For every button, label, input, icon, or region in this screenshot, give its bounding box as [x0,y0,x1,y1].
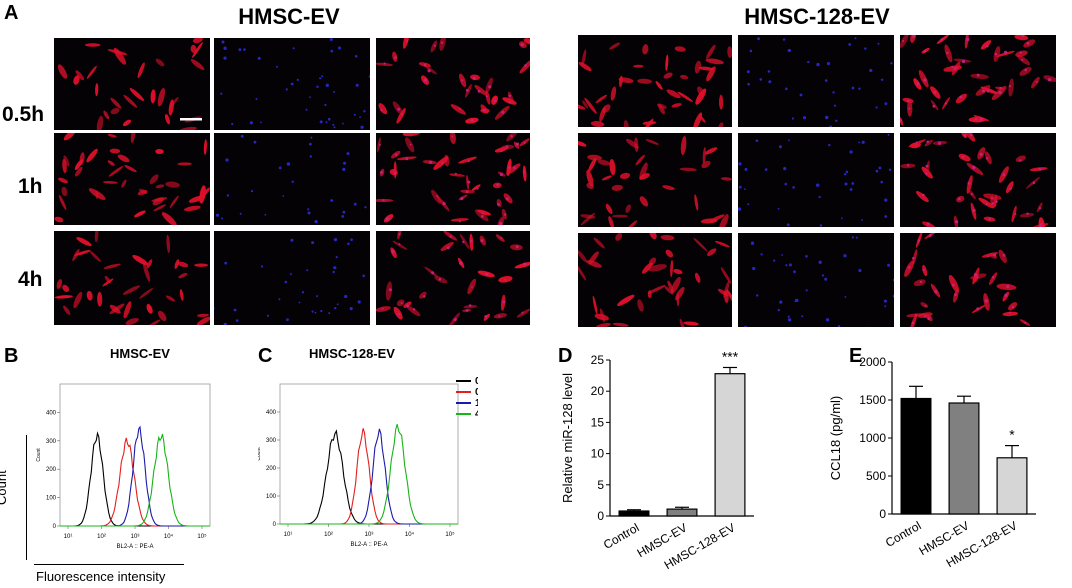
x-tick-label: 10³ [365,532,374,538]
y-tick-label: 400 [266,410,277,416]
x-tick-label: 10⁴ [405,531,415,538]
x-tick-label: 10² [97,534,106,540]
micrograph-hmsc-128-ev-4h-blue [738,233,894,327]
row-label-4h: 4h [18,268,43,291]
panel-b-x-label: Fluorescence intensity [36,569,166,584]
x-tick-label: 10¹ [284,532,293,538]
bar-hmsc-ev [666,508,698,517]
histogram-y-label: Count [258,447,262,461]
y-tick-label: 100 [266,494,277,500]
fluorescence-bracket-line [34,564,184,565]
y-tick-label: 0 [53,524,57,530]
micrograph-hmsc-ev-4h-red [54,231,210,325]
legend-label: 1h [475,398,478,409]
legend-label: 4h [475,409,478,420]
panel-c-title: HMSC-128-EV [309,346,395,361]
histogram-y-label: Count [36,448,42,462]
y-axis-label: CCL18 (pg/ml) [828,396,843,481]
significance-label: *** [722,350,739,364]
y-tick-label: 0 [273,522,277,528]
group-title-hmsc-128-ev: HMSC-128-EV [744,4,890,29]
panel-b-letter: B [4,345,19,367]
x-tick-label: 10² [324,532,333,538]
micrograph-hmsc-ev-0.5h-red [54,38,210,130]
x-tick-label: 10⁴ [164,533,174,540]
histogram-curve [60,425,210,527]
y-axis-label: Relative miR-128 level [560,373,575,503]
row-label-1h: 1h [18,175,43,198]
y-tick-label: 0 [879,507,886,521]
panel-b-y-label: Count [0,470,9,505]
panel-a-letter: A [4,2,19,24]
count-bracket-line [26,435,27,560]
histogram-x-label: BL2-A :: PE-A [350,542,387,548]
histogram-curve [280,428,458,525]
y-tick-label: 0 [597,509,604,523]
bar-control [900,397,932,515]
micrograph-hmsc-ev-1h-blue [214,133,370,225]
histogram-x-label: BL2-A :: PE-A [116,544,153,550]
histogram-curve [60,433,210,527]
panel-b-title: HMSC-EV [110,346,170,361]
panel-e-letter: E [849,345,863,367]
y-tick-label: 20 [591,384,605,398]
x-tick-label: 10³ [131,534,140,540]
micrograph-hmsc-128-ev-0.5h-merge [900,35,1056,127]
group-title-hmsc-ev: HMSC-EV [238,4,340,29]
micrograph-hmsc-ev-4h-blue [214,231,370,325]
micrograph-hmsc-128-ev-1h-blue [738,133,894,227]
panel-c-letter: C [258,345,273,367]
micrograph-hmsc-128-ev-0.5h-red [578,35,732,127]
y-tick-label: 1500 [859,393,886,407]
micrograph-hmsc-128-ev-1h-red [578,133,732,227]
panel-d-letter: D [558,345,573,367]
micrograph-hmsc-128-ev-0.5h-blue [738,35,894,127]
y-tick-label: 200 [266,466,277,472]
micrograph-hmsc-ev-1h-red [54,133,210,225]
micrograph-hmsc-ev-0.5h-blue [214,38,370,130]
row-label-0-5h: 0.5h [2,103,45,126]
significance-label: * [1009,427,1015,443]
y-tick-label: 25 [591,353,605,367]
micrograph-hmsc-128-ev-1h-merge [900,133,1056,227]
legend-label: 0h [475,376,478,387]
bar-hmsc-ev [948,402,980,515]
y-tick-label: 300 [266,438,277,444]
y-tick-label: 10 [591,447,605,461]
y-tick-label: 15 [591,415,605,429]
y-tick-label: 400 [46,410,57,416]
panel-b-histogram: 0 100 200 300 400 10¹ 10² 10³ 10⁴ 10⁵ Count BL2-A :… [36,383,211,550]
micrograph-hmsc-ev-4h-merge [376,231,530,325]
histogram-curve [280,424,458,525]
y-tick-label: 1000 [859,431,886,445]
x-tick-label: 10⁵ [445,531,455,538]
bar-hmsc-128-ev [714,373,746,517]
y-tick-label: 100 [46,496,57,502]
legend-label: 0.5h [475,387,478,398]
panel-c-histogram: 0 100 200 300 400 10¹ 10² 10³ 10⁴ 10⁵ Count BL2-A :… [258,376,478,548]
y-tick-label: 5 [597,478,604,492]
histogram-frame [59,383,211,527]
x-tick-label: 10⁵ [197,533,207,540]
micrograph-hmsc-ev-0.5h-merge [376,38,530,130]
micrograph-hmsc-128-ev-4h-merge [900,233,1056,327]
micrograph-hmsc-ev-1h-merge [376,133,530,225]
y-tick-label: 500 [866,469,886,483]
y-tick-label: 200 [46,467,57,473]
bar-control [618,510,650,517]
histogram-curve [280,428,458,525]
x-tick-label: 10¹ [64,534,73,540]
micrograph-hmsc-128-ev-4h-red [578,233,732,327]
histogram-curve [280,429,458,525]
y-tick-label: 2000 [859,355,886,369]
bar-hmsc-128-ev [996,457,1028,515]
y-tick-label: 300 [46,439,57,445]
